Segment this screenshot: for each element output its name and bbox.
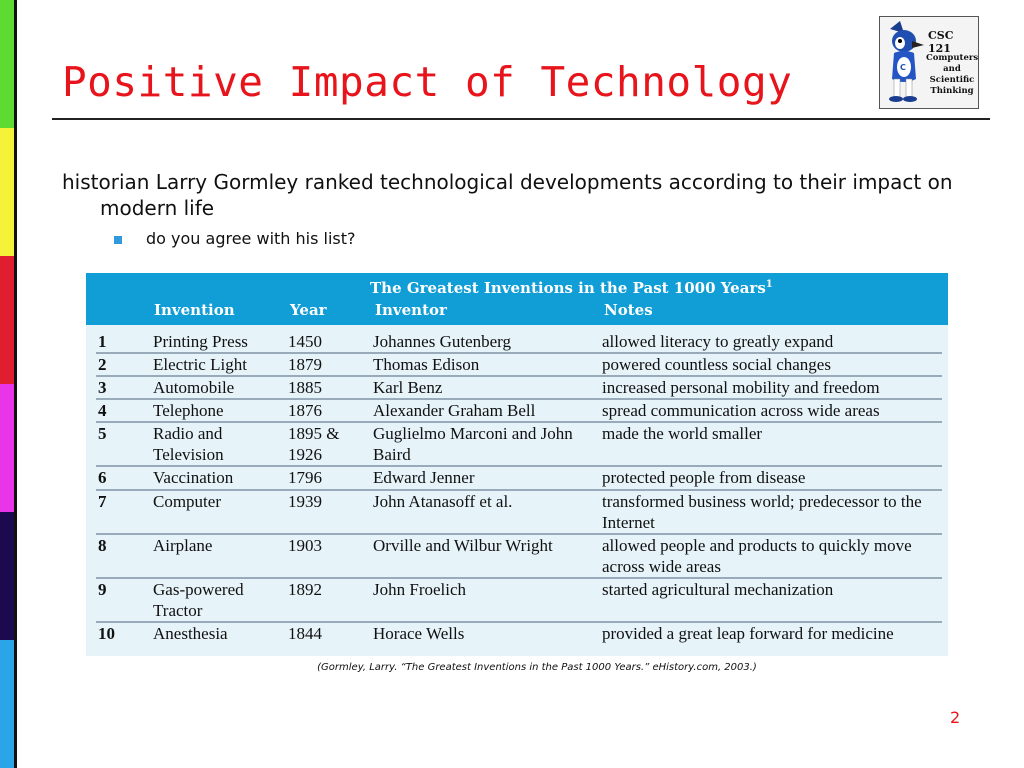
title-underline	[52, 118, 990, 120]
inventor-cell: Johannes Gutenberg	[373, 332, 512, 351]
table-caption: The Greatest Inventions in the Past 1000…	[370, 279, 773, 297]
rank-cell: 8	[98, 536, 107, 555]
header-notes: Notes	[604, 301, 653, 319]
notes-cell: allowed people and products to quickly m…	[602, 536, 912, 576]
row-divider	[96, 489, 942, 491]
logo-line: Scientific	[929, 75, 975, 85]
inventions-table: The Greatest Inventions in the Past 1000…	[86, 273, 948, 656]
rank-cell: 2	[98, 355, 107, 374]
rank-cell: 1	[98, 332, 107, 351]
logo-course-code: CSC 121	[928, 29, 954, 55]
slide-title: Positive Impact of Technology	[62, 58, 793, 106]
course-logo: C CSC 121 Computers and Scientific Think…	[879, 16, 979, 109]
notes-cell: made the world smaller	[602, 424, 763, 443]
notes-cell: started agricultural mechanization	[602, 580, 834, 599]
row-divider	[96, 621, 942, 623]
inventor-cell: Orville and Wilbur Wright	[373, 536, 553, 555]
rank-cell: 4	[98, 401, 107, 420]
logo-line: and	[943, 64, 961, 74]
stripe-segment	[0, 256, 14, 384]
logo-course-name: Computers and Scientific Thinking	[926, 53, 978, 97]
svg-text:C: C	[900, 63, 906, 72]
notes-cell: allowed literacy to greatly expand	[602, 332, 834, 351]
inventor-cell: Alexander Graham Bell	[373, 401, 536, 420]
stripe-segment	[0, 0, 14, 128]
inventor-cell: John Froelich	[373, 580, 467, 599]
year-cell: 1876	[288, 401, 322, 420]
invention-cell: Computer	[153, 492, 221, 511]
invention-cell: Airplane	[153, 536, 213, 555]
table-caption-footnote: 1	[765, 279, 773, 290]
invention-cell: Radio and Television	[153, 424, 224, 464]
year-cell: 1895 & 1926	[288, 424, 340, 464]
notes-cell: protected people from disease	[602, 468, 806, 487]
header-invention: Invention	[154, 301, 235, 319]
invention-cell: Electric Light	[153, 355, 247, 374]
page-number: 2	[950, 708, 961, 727]
rank-cell: 7	[98, 492, 107, 511]
invention-cell: Telephone	[153, 401, 224, 420]
notes-cell: provided a great leap forward for medici…	[602, 624, 894, 643]
rank-cell: 3	[98, 378, 107, 397]
inventor-cell: Karl Benz	[373, 378, 443, 397]
bluejay-mascot-icon: C	[889, 21, 924, 102]
stripe-divider	[14, 0, 17, 768]
row-divider	[96, 533, 942, 535]
rank-cell: 9	[98, 580, 107, 599]
citation: (Gormley, Larry. “The Greatest Invention…	[317, 662, 757, 673]
row-divider	[96, 398, 942, 400]
inventor-cell: Thomas Edison	[373, 355, 480, 374]
inventor-cell: John Atanasoff et al.	[373, 492, 513, 511]
header-year: Year	[290, 301, 327, 319]
invention-cell: Vaccination	[153, 468, 234, 487]
table-caption-text: The Greatest Inventions in the Past 1000…	[370, 279, 766, 297]
rank-cell: 10	[98, 624, 115, 643]
square-bullet-icon	[114, 236, 122, 244]
year-cell: 1885	[288, 378, 322, 397]
row-divider	[96, 352, 942, 354]
row-divider	[96, 577, 942, 579]
year-cell: 1844	[288, 624, 322, 643]
year-cell: 1450	[288, 332, 322, 351]
stripe-segment	[0, 128, 14, 256]
year-cell: 1903	[288, 536, 322, 555]
stripe-segment	[0, 512, 14, 640]
rank-cell: 6	[98, 468, 107, 487]
invention-cell: Printing Press	[153, 332, 248, 351]
stripe-segment	[0, 640, 14, 768]
year-cell: 1939	[288, 492, 322, 511]
table-header: The Greatest Inventions in the Past 1000…	[86, 273, 948, 325]
inventor-cell: Horace Wells	[373, 624, 465, 643]
notes-cell: spread communication across wide areas	[602, 401, 880, 420]
row-divider	[96, 421, 942, 423]
year-cell: 1879	[288, 355, 322, 374]
invention-cell: Automobile	[153, 378, 235, 397]
inventor-cell: Edward Jenner	[373, 468, 475, 487]
notes-cell: powered countless social changes	[602, 355, 831, 374]
year-cell: 1796	[288, 468, 322, 487]
sub-bullet-text: do you agree with his list?	[146, 229, 356, 248]
logo-line: Thinking	[930, 86, 974, 96]
invention-cell: Anesthesia	[153, 624, 228, 643]
year-cell: 1892	[288, 580, 322, 599]
intro-paragraph: historian Larry Gormley ranked technolog…	[62, 170, 953, 220]
logo-line: Computers	[926, 53, 979, 63]
notes-cell: increased personal mobility and freedom	[602, 378, 880, 397]
row-divider	[96, 465, 942, 467]
header-inventor: Inventor	[375, 301, 447, 319]
row-divider	[96, 375, 942, 377]
stripe-segment	[0, 384, 14, 512]
color-stripe	[0, 0, 14, 768]
inventor-cell: Guglielmo Marconi and John Baird	[373, 424, 573, 464]
rank-cell: 5	[98, 424, 107, 443]
invention-cell: Gas-powered Tractor	[153, 580, 244, 620]
notes-cell: transformed business world; predecessor …	[602, 492, 922, 532]
